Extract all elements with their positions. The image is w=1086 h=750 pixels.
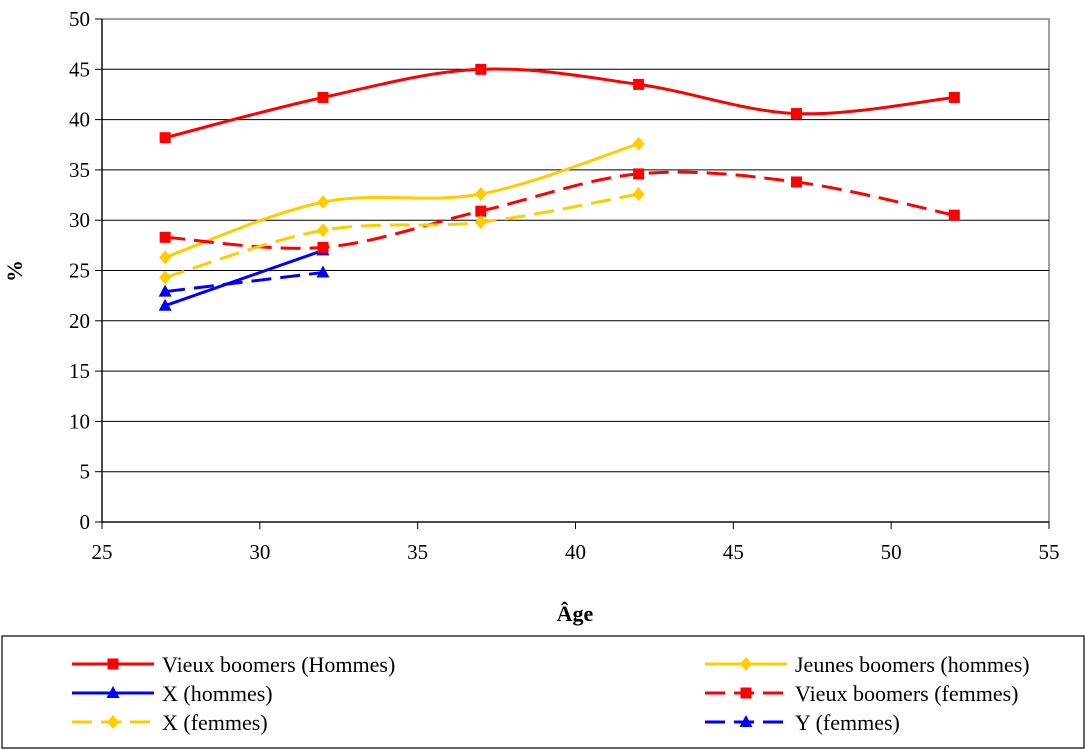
data-point-2-3 [474, 187, 487, 202]
data-point-4-1 [159, 231, 171, 243]
series-line-5 [164, 192, 639, 279]
legend-label-3: X (hommes) [162, 681, 273, 706]
y-tick-label-25: 25 [69, 259, 90, 283]
data-point-2-1 [159, 250, 172, 265]
legend-item-4: Vieux boomers (femmes) [705, 681, 1019, 706]
gridlines [102, 68, 1049, 473]
y-tick-label-50: 50 [69, 7, 90, 31]
data-point-1-3 [475, 63, 487, 75]
legend-item-3: X (hommes) [72, 681, 273, 706]
legend-marker-5 [107, 715, 119, 729]
legend-marker-4 [740, 687, 752, 699]
y-tick-label-15: 15 [69, 359, 90, 383]
data-point-1-6 [948, 91, 960, 103]
x-tick-label-45: 45 [723, 540, 744, 564]
x-tick-label-25: 25 [92, 540, 113, 564]
legend-marker-2 [740, 657, 752, 671]
data-point-1-4 [633, 78, 645, 90]
legend-item-5: X (femmes) [72, 710, 268, 735]
series-line-3 [164, 248, 324, 308]
data-point-2-2 [316, 195, 329, 210]
series-2 [159, 136, 645, 265]
data-point-4-4 [633, 168, 645, 180]
series-line-1 [164, 67, 955, 140]
legend-label-5: X (femmes) [162, 710, 268, 735]
x-tick-label-55: 55 [1039, 540, 1060, 564]
data-point-4-6 [948, 209, 960, 221]
data-point-1-2 [317, 91, 329, 103]
x-tick-label-40: 40 [565, 540, 586, 564]
data-point-1-1 [159, 132, 171, 144]
y-tick-label-0: 0 [80, 510, 91, 534]
y-tick-label-45: 45 [69, 57, 90, 81]
legend-marker-6 [739, 715, 753, 727]
data-point-4-3 [475, 205, 487, 217]
legend-marker-3 [106, 686, 120, 698]
y-axis-label: % [2, 260, 27, 282]
legend: Vieux boomers (Hommes) Jeunes boomers (ho… [72, 652, 1030, 735]
y-tick-label-35: 35 [69, 158, 90, 182]
data-point-6-1 [158, 284, 172, 297]
legend-box [1, 635, 1085, 749]
data-point-5-4 [632, 187, 645, 202]
legend-item-1: Vieux boomers (Hommes) [72, 652, 395, 677]
x-tick-labels: 25 30 35 40 45 50 55 [92, 540, 1060, 564]
data-point-2-4 [632, 136, 645, 151]
series-layer [158, 63, 960, 311]
data-point-5-2 [316, 223, 329, 238]
data-point-5-3 [474, 215, 487, 230]
x-axis-label: Âge [557, 601, 594, 626]
legend-label-4: Vieux boomers (femmes) [795, 681, 1019, 706]
y-tick-label-40: 40 [69, 108, 90, 132]
data-point-1-5 [790, 108, 802, 120]
series-6 [158, 265, 330, 297]
series-4 [159, 168, 960, 253]
y-tick-label-30: 30 [69, 208, 90, 232]
legend-marker-1 [107, 658, 119, 670]
series-1 [159, 63, 960, 144]
legend-label-1: Vieux boomers (Hommes) [162, 652, 395, 677]
x-tick-label-50: 50 [881, 540, 902, 564]
data-point-4-2 [317, 241, 329, 253]
y-tick-labels: 0 5 10 15 20 25 30 35 40 45 50 [69, 7, 90, 534]
data-point-3-1 [158, 298, 172, 311]
data-point-4-5 [790, 176, 802, 188]
y-tick-label-20: 20 [69, 309, 90, 333]
series-line-6 [164, 271, 324, 294]
y-tick-label-10: 10 [69, 409, 90, 433]
series-5 [159, 187, 645, 285]
y-tick-label-5: 5 [80, 460, 91, 484]
x-tick-label-30: 30 [249, 540, 270, 564]
legend-item-6: Y (femmes) [705, 710, 900, 735]
legend-label-6: Y (femmes) [795, 710, 900, 735]
legend-item-2: Jeunes boomers (hommes) [705, 652, 1030, 677]
x-tick-label-35: 35 [407, 540, 428, 564]
data-point-6-2 [316, 265, 330, 278]
series-line-2 [164, 142, 640, 259]
data-point-5-1 [159, 270, 172, 285]
axes [95, 18, 1050, 529]
legend-label-2: Jeunes boomers (hommes) [795, 652, 1030, 677]
